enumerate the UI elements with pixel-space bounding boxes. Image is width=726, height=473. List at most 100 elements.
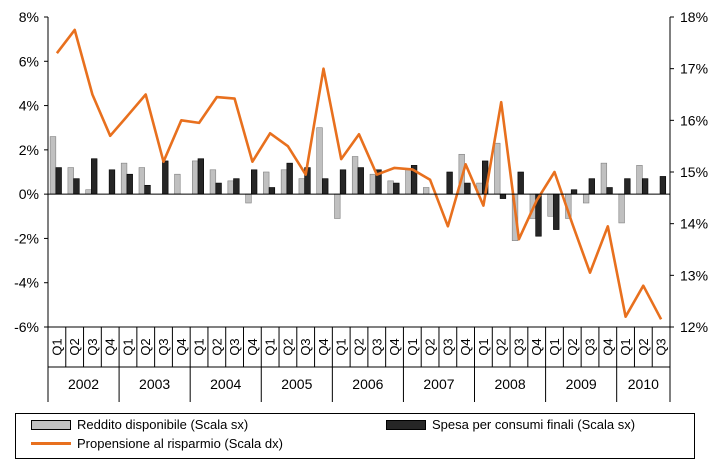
quarter-label: Q2 — [636, 338, 651, 355]
bar-reddito — [369, 173, 377, 195]
bar-reddito — [280, 169, 288, 195]
left-tick-label: 8% — [19, 9, 39, 25]
bar-reddito — [351, 156, 359, 195]
bar-spesa — [446, 171, 453, 195]
quarter-label: Q1 — [120, 338, 135, 355]
quarter-label: Q3 — [511, 338, 526, 355]
quarter-label: Q4 — [174, 338, 189, 355]
year-label: 2006 — [352, 376, 383, 392]
bar-spesa — [215, 182, 222, 195]
quarter-label: Q2 — [423, 338, 438, 355]
bar-reddito — [209, 169, 217, 195]
bar-reddito — [298, 178, 305, 195]
line-layer — [55, 28, 663, 320]
left-tick-label: 6% — [19, 53, 39, 69]
bar-reddito — [405, 169, 412, 195]
quarter-label: Q1 — [547, 338, 562, 355]
bar-reddito — [582, 193, 590, 204]
left-tick-label: 4% — [19, 98, 39, 114]
bar-spesa — [517, 171, 524, 195]
bar-spesa — [393, 182, 400, 195]
bar-spesa — [108, 169, 116, 195]
bar-reddito — [618, 193, 625, 224]
bar-reddito — [138, 167, 145, 195]
quarter-label: Q1 — [334, 338, 349, 355]
bar-spesa — [73, 178, 80, 195]
bar-reddito — [85, 189, 92, 195]
quarter-label: Q4 — [387, 338, 402, 355]
quarter-label: Q3 — [85, 338, 100, 355]
quarter-label: Q1 — [49, 338, 64, 355]
left-tick-label: -4% — [14, 275, 39, 291]
bar-spesa — [464, 182, 471, 195]
bar-spesa — [268, 187, 276, 195]
bar-reddito — [423, 187, 430, 195]
quarter-label: Q3 — [369, 338, 384, 355]
bar-spesa — [55, 167, 62, 195]
bar-spesa — [641, 178, 649, 195]
bar-reddito — [192, 160, 199, 195]
quarter-label: Q1 — [476, 338, 491, 355]
bar-reddito — [600, 162, 608, 195]
quarter-label: Q2 — [138, 338, 153, 355]
year-label: 2009 — [566, 376, 597, 392]
quarter-label: Q3 — [654, 338, 669, 355]
quarter-label: Q4 — [529, 338, 544, 355]
bar-spesa — [322, 178, 329, 195]
bar-reddito — [67, 167, 74, 195]
quarter-label: Q3 — [583, 338, 598, 355]
legend-item-spesa: Spesa per consumi finali (Scala sx) — [386, 417, 635, 432]
bar-reddito — [387, 180, 394, 195]
quarter-label: Q1 — [263, 338, 278, 355]
bar-reddito — [334, 193, 341, 219]
bar-reddito — [120, 162, 128, 195]
right-axis: 12% 13% 14% 15% 16% 17% 18% — [670, 9, 708, 335]
bar-reddito — [174, 173, 181, 195]
right-tick-label: 12% — [680, 319, 708, 335]
year-label: 2004 — [210, 376, 241, 392]
year-label: 2008 — [494, 376, 525, 392]
left-tick-label: 0% — [19, 186, 39, 202]
line-propensione — [55, 28, 663, 320]
quarter-label: Q2 — [494, 338, 509, 355]
legend-item-reddito: Reddito disponibile (Scala sx) — [31, 417, 248, 432]
quarter-label: Q1 — [618, 338, 633, 355]
quarter-label: Q4 — [316, 338, 331, 355]
bar-spesa — [233, 178, 240, 195]
quarter-label: Q4 — [458, 338, 473, 355]
x-axis-labels: Q1 Q2 Q3 Q4 Q1 Q2 Q3 Q4 Q1 Q2 Q3 Q4 Q1 Q2 Q3 Q4 Q1 Q2 Q3 Q4… — [47, 326, 671, 402]
left-tick-label: -6% — [14, 319, 39, 335]
quarter-label: Q3 — [440, 338, 455, 355]
bar-reddito — [263, 171, 270, 195]
right-tick-label: 15% — [680, 164, 708, 180]
bar-spesa — [162, 160, 169, 195]
quarter-label: Q3 — [227, 338, 242, 355]
bar-spesa — [588, 178, 595, 195]
bar-reddito — [49, 136, 57, 195]
legend-item-propensione: Propensione al risparmio (Scala dx) — [31, 436, 283, 451]
year-label: 2005 — [281, 376, 312, 392]
bar-spesa — [126, 173, 133, 195]
right-tick-label: 18% — [680, 9, 708, 25]
bar-reddito — [494, 142, 501, 195]
right-tick-label: 14% — [680, 216, 708, 232]
bar-spesa — [553, 193, 560, 230]
axes-frame — [47, 17, 671, 327]
bar-spesa — [570, 189, 578, 195]
legend-label-reddito: Reddito disponibile (Scala sx) — [77, 417, 249, 432]
right-tick-label: 17% — [680, 61, 708, 77]
quarter-label: Q2 — [352, 338, 367, 355]
bar-reddito — [316, 127, 323, 195]
quarter-label: Q1 — [192, 338, 207, 355]
bar-spesa — [357, 167, 364, 195]
bar-spesa — [286, 162, 293, 195]
bar-spesa — [339, 169, 347, 195]
bar-reddito — [245, 193, 252, 204]
bar-reddito — [227, 180, 234, 195]
bar-spesa — [499, 193, 507, 199]
bar-spesa — [624, 178, 631, 195]
year-label: 2002 — [68, 376, 99, 392]
bar-spesa — [144, 184, 151, 195]
bar-reddito — [547, 193, 554, 217]
quarter-label: Q4 — [103, 338, 118, 355]
